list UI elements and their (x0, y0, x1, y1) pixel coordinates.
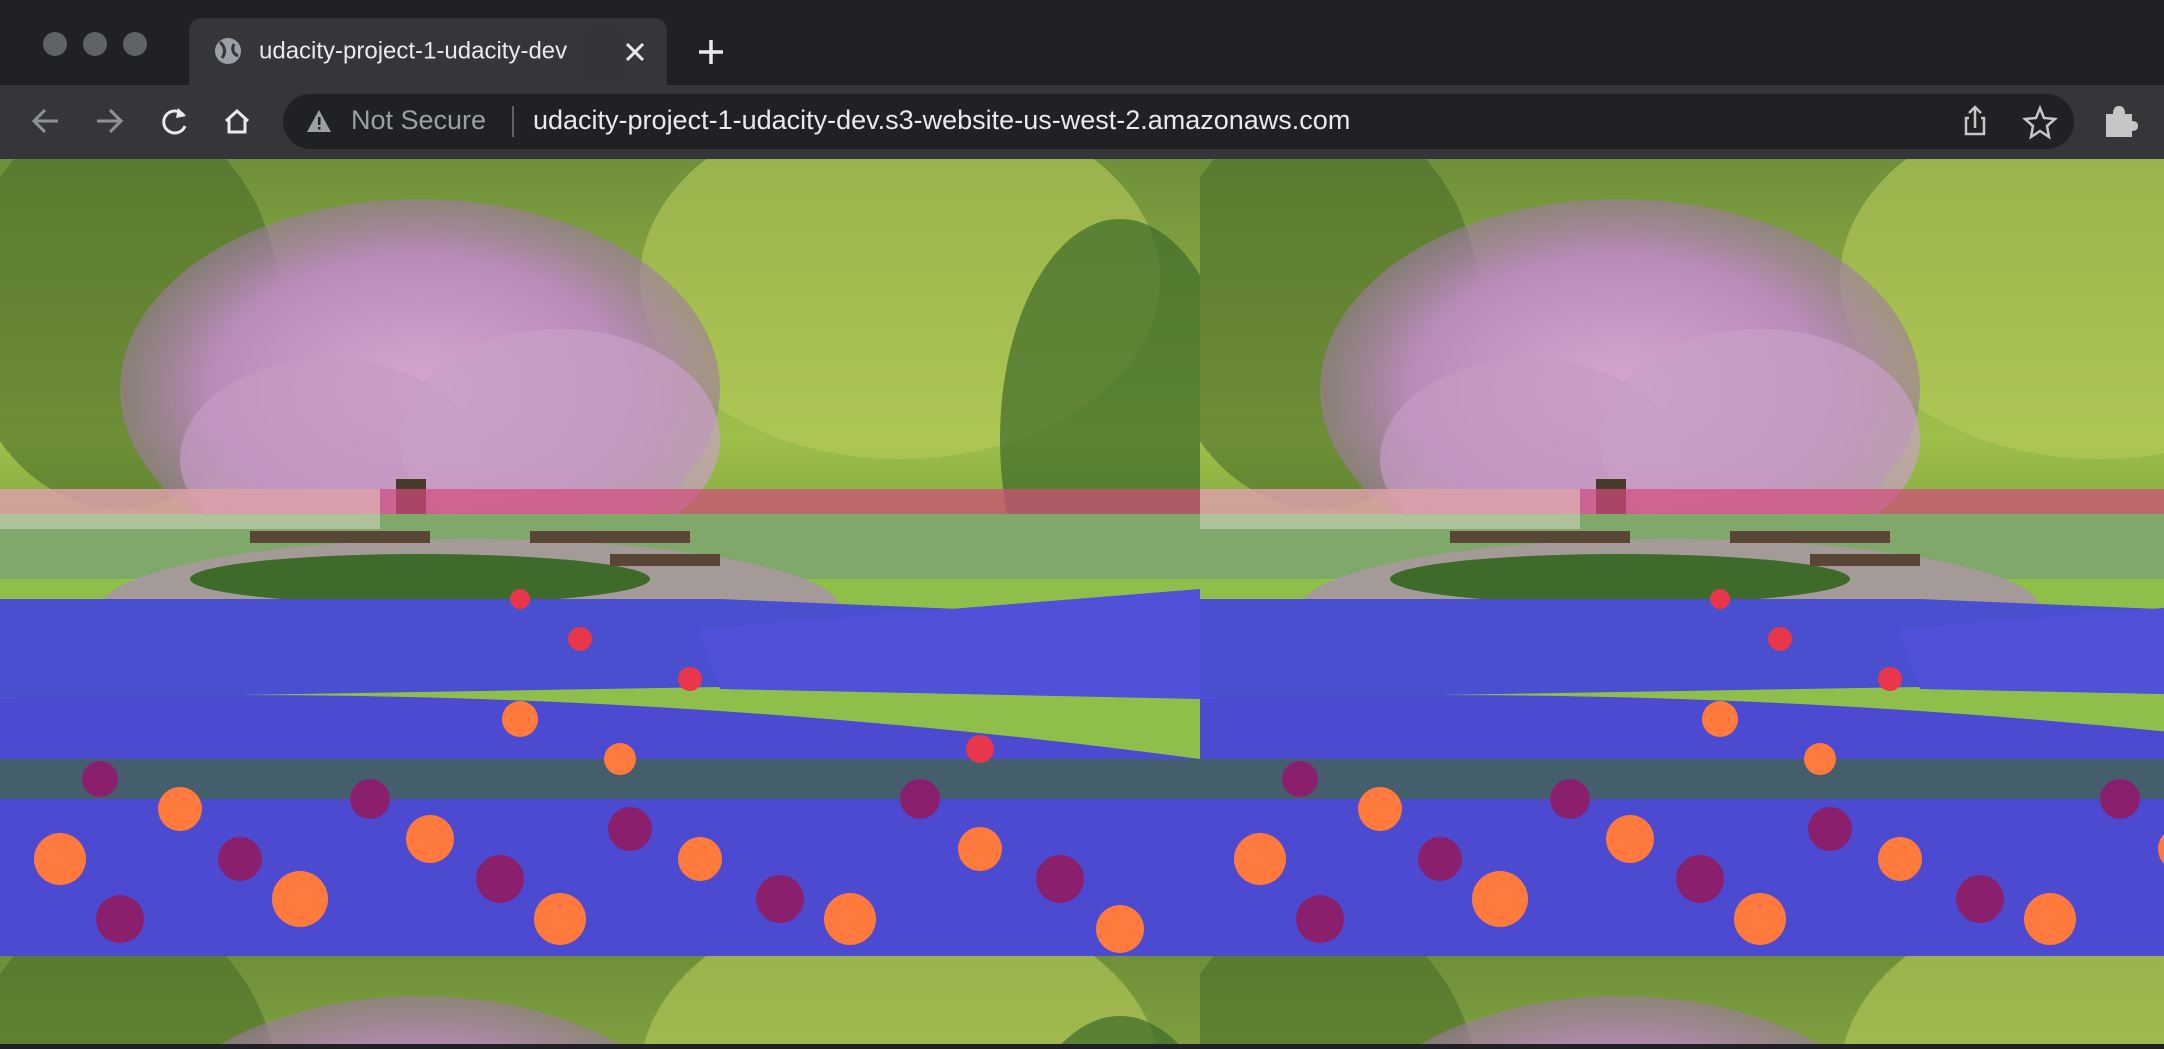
tab-close[interactable] (625, 42, 645, 62)
warning-icon (307, 110, 331, 132)
globe-icon (215, 38, 241, 64)
share-button[interactable] (1964, 105, 1986, 136)
home-button[interactable] (224, 108, 250, 134)
tab[interactable] (189, 18, 667, 85)
tab-fade (585, 25, 623, 80)
close-window[interactable] (43, 32, 67, 56)
extensions-button[interactable] (2106, 106, 2138, 137)
separator (512, 106, 514, 137)
reload-button[interactable] (162, 108, 187, 135)
minimize-window[interactable] (83, 32, 107, 56)
url: udacity-project-1-udacity-dev.s3-website… (533, 105, 1350, 135)
new-tab[interactable] (699, 40, 723, 64)
tab-title: udacity-project-1-udacity-dev (259, 37, 567, 64)
security-label: Not Secure (351, 105, 486, 135)
garden-background (0, 159, 2164, 1044)
omnibox[interactable] (283, 94, 2074, 149)
maximize-window[interactable] (123, 32, 147, 56)
forward-button[interactable] (97, 108, 124, 134)
bookmark-star[interactable] (2021, 104, 2059, 140)
back-button[interactable] (31, 108, 58, 134)
